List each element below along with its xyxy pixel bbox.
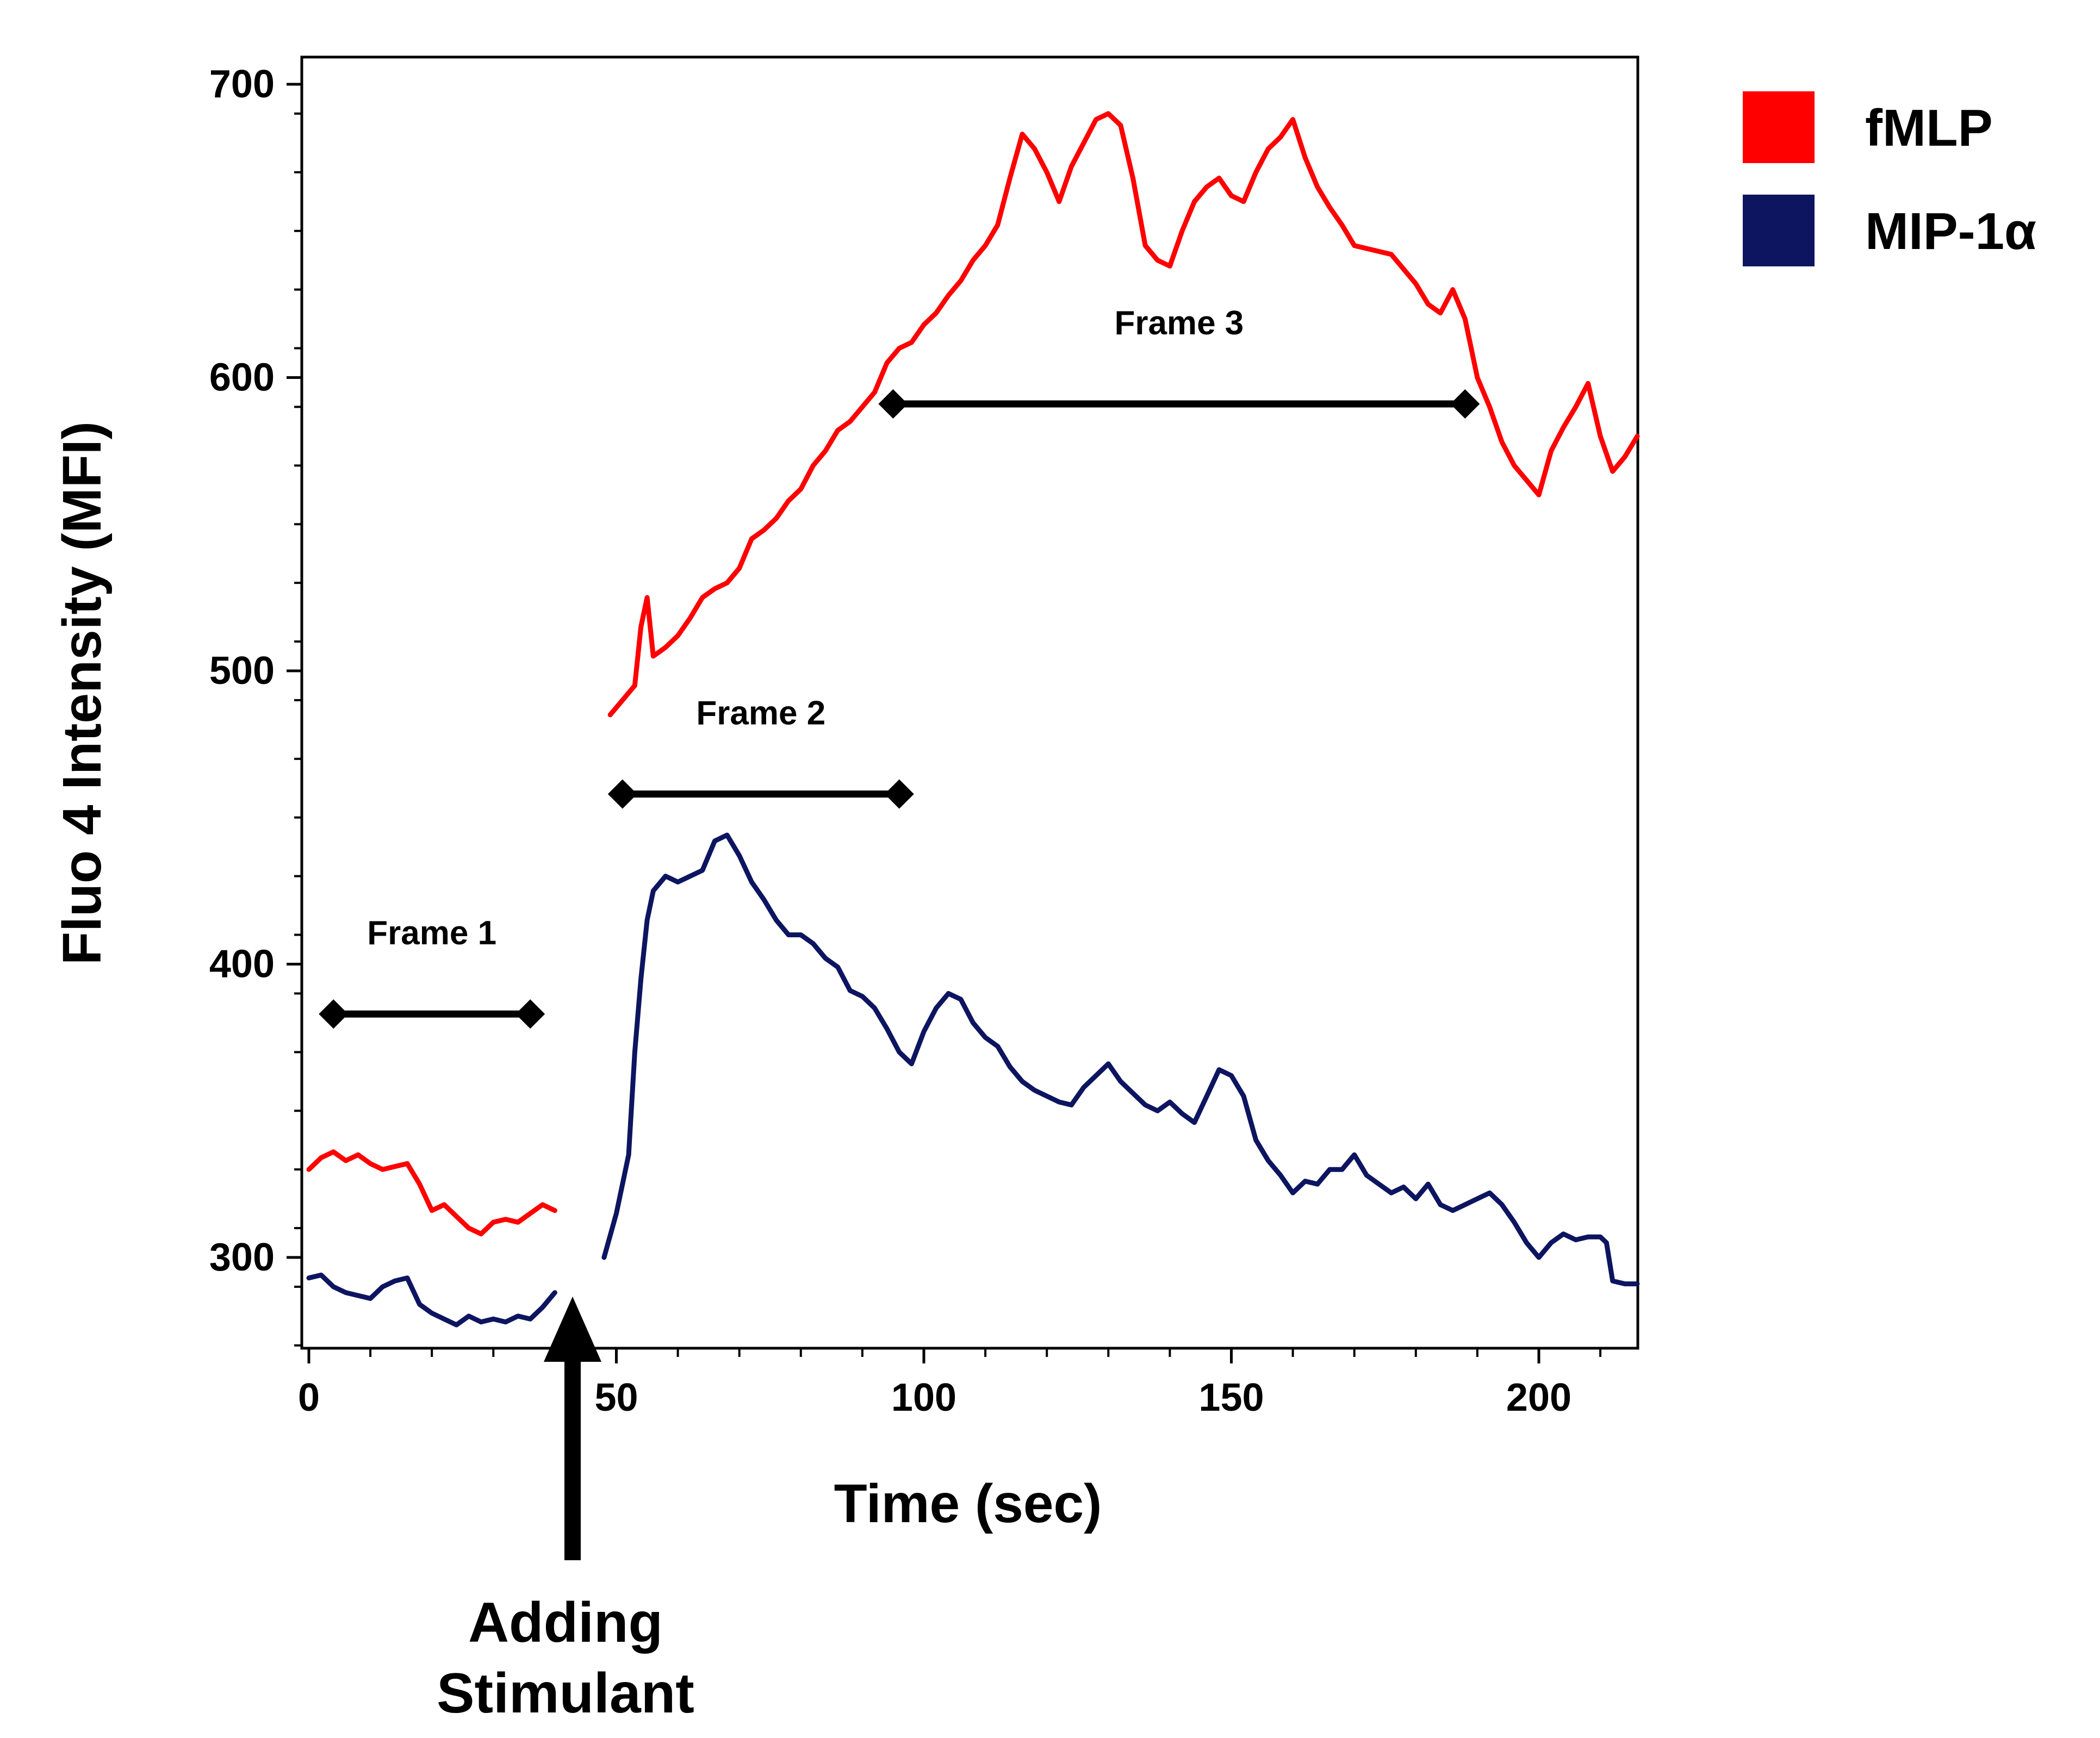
series-mip1a-line-segment-1: [306, 1272, 557, 1328]
x-tick-label-150: 150: [1198, 1376, 1264, 1419]
x-axis-title: Time (sec): [834, 1473, 1102, 1534]
frame-3-start-marker: [878, 389, 908, 419]
y-tick-label-500: 500: [209, 649, 275, 693]
series-fmlp-line-segment-1: [306, 1149, 557, 1237]
y-axis-title: Fluo 4 Intensity (MFI): [52, 421, 113, 965]
frame-2-end-marker: [884, 779, 914, 809]
y-tick-label-600: 600: [209, 356, 275, 400]
y-tick-label-400: 400: [209, 943, 275, 986]
stimulant-arrow: Adding Stimulant: [437, 1297, 694, 1725]
y-tick-label-700: 700: [209, 63, 275, 106]
series-fmlp-line-segment-2: [607, 111, 1640, 718]
legend-label-mip1a: MIP-1α: [1865, 202, 2036, 260]
frame-1-start-marker: [319, 999, 349, 1029]
series-lines: [306, 111, 1640, 1328]
frame-1-end-marker: [515, 999, 545, 1029]
x-tick-label-100: 100: [891, 1376, 956, 1419]
plot-frame: [300, 55, 1639, 1350]
x-tick-label-200: 200: [1506, 1376, 1571, 1419]
axes: [300, 55, 1639, 1350]
frame-1-label: Frame 1: [367, 914, 496, 952]
stimulant-note-line-1: Adding: [468, 1591, 663, 1654]
legend-label-fmlp: fMLP: [1865, 99, 1993, 157]
legend-swatch-mip1a: [1743, 195, 1815, 266]
x-tick-label-50: 50: [594, 1376, 638, 1419]
frame-annotations: Frame 1 Frame 2 Frame 3: [319, 304, 1480, 1029]
axis-ticks: 300 400 500 600 700 0 50 100 150 200: [209, 63, 1602, 1419]
frame-2-label: Frame 2: [696, 695, 825, 732]
x-tick-label-0: 0: [298, 1376, 320, 1419]
y-tick-label-300: 300: [209, 1236, 275, 1279]
legend: fMLP MIP-1α: [1743, 91, 2036, 266]
stimulant-arrow-head: [544, 1297, 601, 1362]
frame-3-label: Frame 3: [1114, 304, 1244, 342]
frame-3-end-marker: [1450, 389, 1480, 419]
series-mip1a-line-segment-2: [601, 832, 1640, 1287]
legend-swatch-fmlp: [1743, 91, 1815, 163]
stimulant-note-line-2: Stimulant: [437, 1662, 694, 1725]
frame-2-start-marker: [607, 779, 637, 809]
